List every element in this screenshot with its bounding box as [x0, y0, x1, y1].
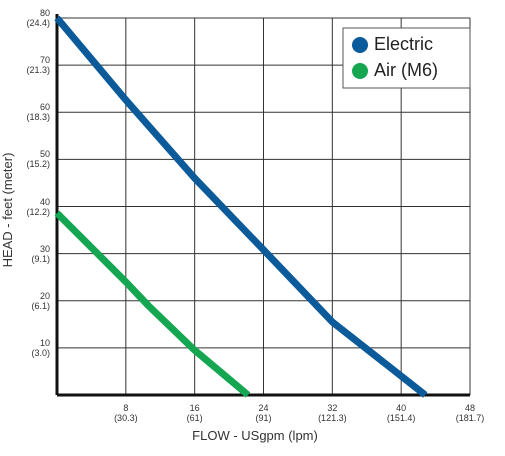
y-tick-label: 70 (21.3): [26, 55, 50, 76]
y-tick-label: 40 (12.2): [26, 196, 50, 217]
legend-label: Air (M6): [374, 60, 438, 80]
x-tick-label: 32 (121.3): [318, 403, 347, 423]
legend-label: Electric: [374, 34, 434, 54]
y-tick-label: 50 (15.2): [26, 149, 50, 170]
y-tick-label: 20 (6.1): [31, 290, 50, 311]
x-tick-label: 48 (181.7): [455, 403, 485, 423]
legend-marker: [352, 37, 368, 53]
x-tick-label: 8 (30.3): [114, 403, 138, 423]
y-axis-title: HEAD - feet (meter): [0, 153, 15, 268]
x-axis-title: FLOW - USgpm (lpm): [192, 428, 318, 443]
legend-box: [342, 27, 471, 89]
x-tick-label: 16 (61): [186, 403, 203, 423]
legend-marker: [352, 63, 368, 79]
data-line: [54, 15, 428, 398]
x-tick-label: 24 (91): [255, 403, 272, 423]
x-tick-label: 40 (151.4): [386, 403, 416, 423]
data-line: [54, 210, 251, 398]
y-tick-label: 80 (24.4): [26, 8, 50, 28]
y-tick-label: 30 (9.1): [31, 243, 50, 264]
y-tick-label: 60 (18.3): [26, 102, 50, 123]
y-tick-label: 10 (3.0): [31, 337, 50, 358]
